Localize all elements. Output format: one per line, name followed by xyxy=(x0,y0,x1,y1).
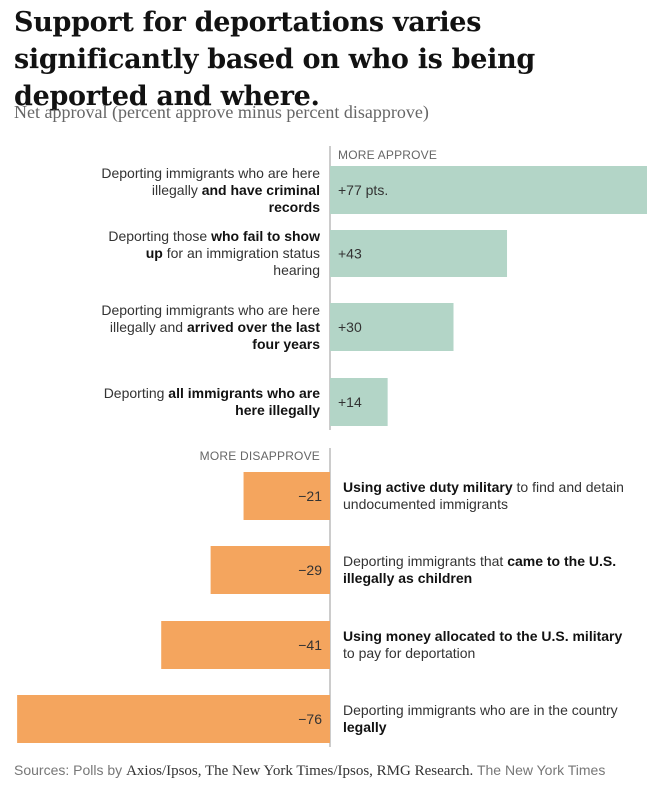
bar-value-label: +30 xyxy=(338,319,362,335)
bar xyxy=(210,546,330,594)
bar-value-label: +77 pts. xyxy=(338,182,388,198)
bar-category-label: Deporting immigrants that came to the U.… xyxy=(343,553,617,586)
bar-category-label: Deporting immigrants who are here illega… xyxy=(101,301,320,352)
source-note: Sources: Polls by Axios/Ipsos, The New Y… xyxy=(14,760,644,781)
bar xyxy=(330,303,454,351)
bar-value-label: +43 xyxy=(338,246,362,262)
bar-value-label: −76 xyxy=(298,711,322,727)
bar-value-label: −29 xyxy=(298,562,322,578)
bar-category-label: Deporting immigrants who are here illega… xyxy=(101,164,320,215)
source-credit: The New York Times xyxy=(473,762,606,778)
bar-value-label: +14 xyxy=(338,394,362,410)
bar-category-label: Using money allocated to the U.S. milita… xyxy=(343,628,623,661)
section-label-approve: MORE APPROVE xyxy=(338,148,438,162)
bar-value-label: −41 xyxy=(298,637,322,653)
bar xyxy=(243,472,330,520)
chart-subtitle: Net approval (percent approve minus perc… xyxy=(14,102,429,122)
bar xyxy=(330,230,508,277)
chart-title: Support for deportations varies signific… xyxy=(14,7,536,112)
bar-value-label: −21 xyxy=(298,488,322,504)
bar xyxy=(17,695,330,743)
source-prefix: Sources: Polls by xyxy=(14,762,127,778)
source-polls: Axios/Ipsos, The New York Times/Ipsos, R… xyxy=(126,763,474,779)
bar xyxy=(330,166,647,214)
bar xyxy=(330,378,388,426)
section-label-disapprove: MORE DISAPPROVE xyxy=(199,449,320,463)
bar-category-label: Deporting immigrants who are in the coun… xyxy=(343,702,618,735)
bar-category-label: Deporting all immigrants who are here il… xyxy=(103,385,320,418)
bar xyxy=(161,621,330,669)
bar-category-label: Using active duty military to find and d… xyxy=(343,479,624,512)
bar-category-label: Deporting those who fail to show up for … xyxy=(108,228,320,278)
